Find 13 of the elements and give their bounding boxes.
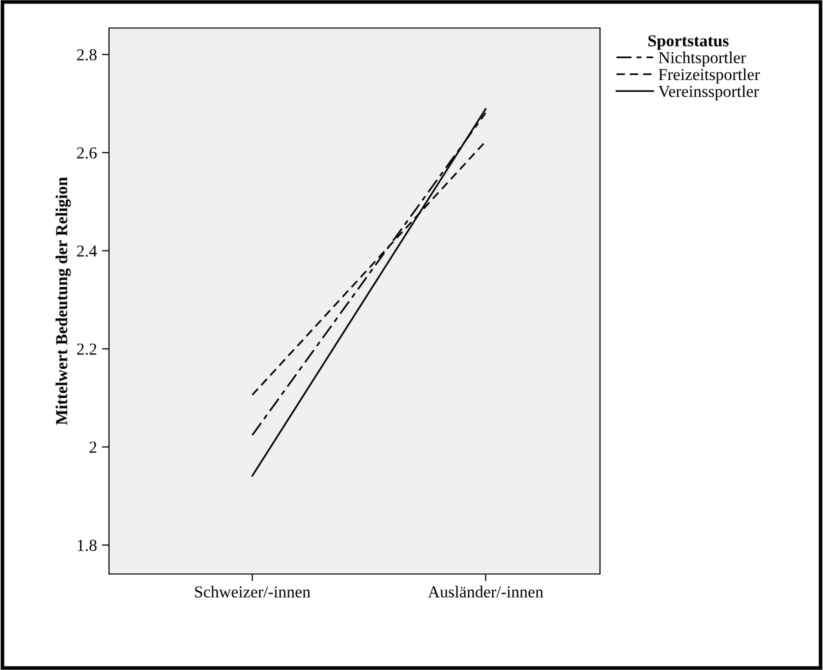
legend-title: Sportstatus: [648, 35, 729, 50]
y-tick-label: 2.8: [77, 49, 97, 61]
y-axis-title: Mittelwert Bedeutung der Religion: [56, 177, 71, 425]
x-tick-label: Schweizer/-innen: [195, 586, 310, 598]
y-tick-label: 2.4: [77, 245, 97, 257]
legend-label: Nichtsportler: [658, 52, 746, 67]
legend-label: Freizeitsportler: [658, 68, 760, 84]
y-tick-label: 2: [90, 442, 96, 453]
y-tick-label: 2.2: [77, 344, 96, 355]
x-tick-label: Ausländer/-innen: [428, 586, 544, 598]
y-tick-label: 2.6: [77, 147, 97, 159]
legend-label: Vereinssportler: [658, 85, 759, 100]
y-tick-label: 1.8: [78, 540, 97, 552]
